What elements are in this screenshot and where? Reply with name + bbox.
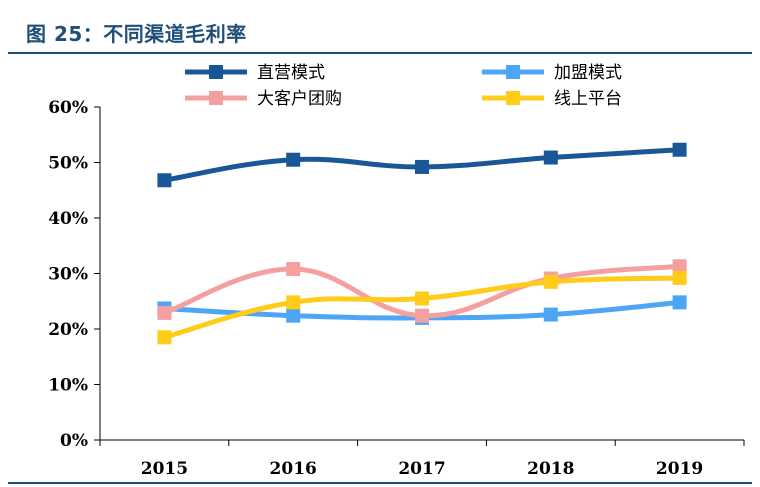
title-bar: 图 25：不同渠道毛利率 — [8, 4, 752, 54]
legend-item: 线上平台 — [482, 89, 622, 109]
series-3 — [157, 259, 687, 323]
y-tick-label: 30% — [48, 265, 88, 285]
legend-swatch-marker — [209, 65, 223, 79]
series-1 — [157, 142, 687, 188]
y-tick-label: 0% — [60, 431, 88, 451]
data-point — [157, 330, 172, 345]
legend-swatch-marker — [209, 91, 223, 105]
legend-item: 加盟模式 — [482, 63, 622, 83]
legend-item: 大客户团购 — [185, 89, 342, 109]
x-tick-label: 2018 — [527, 459, 574, 479]
legend-item: 直营模式 — [185, 63, 325, 83]
data-point — [543, 307, 558, 322]
data-point — [672, 259, 687, 274]
legend-label: 直营模式 — [257, 63, 325, 83]
data-point — [543, 150, 558, 165]
chart-axes: 0% 10% 20% 30% 40% 50% 60% 2015 2016 2017 2018 2019 — [48, 98, 745, 479]
y-tick-label: 20% — [48, 320, 88, 340]
y-tick-label: 10% — [48, 376, 88, 396]
legend-label: 线上平台 — [554, 89, 622, 109]
legend-label: 加盟模式 — [554, 63, 622, 83]
series-layer — [157, 142, 687, 345]
data-point — [672, 142, 687, 157]
x-tick-label: 2017 — [398, 459, 445, 479]
legend-swatch-marker — [506, 91, 520, 105]
legend-label: 大客户团购 — [257, 89, 342, 109]
x-tick-label: 2016 — [270, 459, 317, 479]
data-point — [543, 274, 558, 289]
x-tick-label: 2015 — [141, 459, 188, 479]
data-point — [415, 291, 429, 306]
data-point — [286, 262, 301, 277]
data-point — [157, 173, 172, 188]
y-tick-label: 60% — [48, 98, 88, 118]
data-point — [286, 308, 301, 323]
data-point — [415, 159, 429, 174]
x-tick-label: 2019 — [656, 459, 703, 479]
data-point — [415, 308, 429, 323]
data-point — [157, 305, 172, 320]
data-point — [672, 270, 687, 285]
data-point — [286, 295, 301, 310]
legend-swatch-marker — [506, 65, 520, 79]
data-point — [286, 152, 301, 167]
bottom-rule — [8, 482, 752, 484]
series-4 — [157, 270, 687, 345]
series-line — [161, 275, 683, 340]
y-tick-label: 40% — [48, 209, 88, 229]
data-point — [672, 295, 687, 310]
figure-title: 图 25：不同渠道毛利率 — [26, 22, 247, 46]
y-tick-label: 50% — [48, 154, 88, 174]
